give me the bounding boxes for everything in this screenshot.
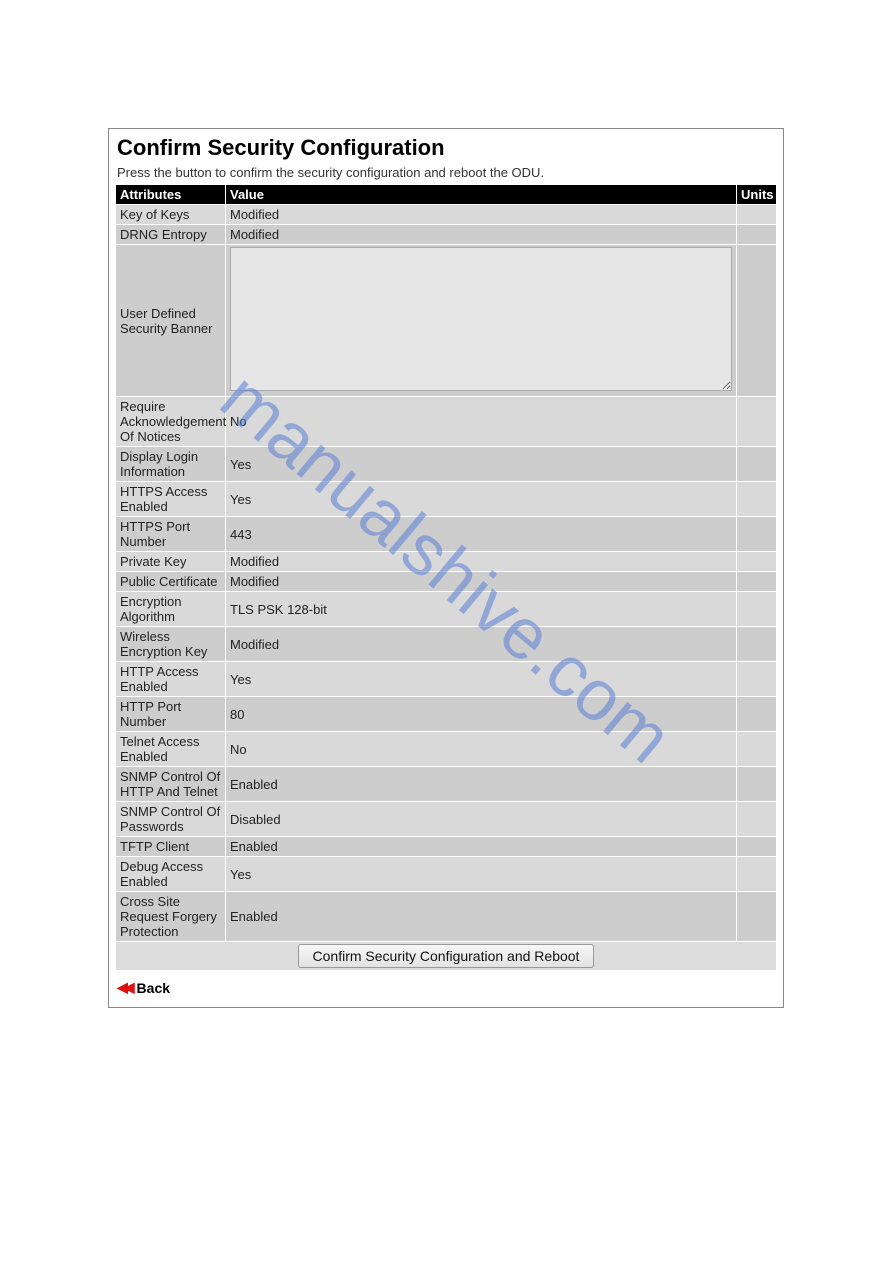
value-cell: Disabled [226,802,737,837]
value-cell: Enabled [226,892,737,942]
table-header-row: Attributes Value Units [116,185,777,205]
attr-cell: HTTPS Port Number [116,517,226,552]
page-title: Confirm Security Configuration [117,135,777,161]
units-cell [737,697,777,732]
attr-cell: Private Key [116,552,226,572]
units-cell [737,767,777,802]
table-row: HTTPS Port Number443 [116,517,777,552]
table-row: Require Acknowledgement Of NoticesNo [116,397,777,447]
value-cell: Yes [226,857,737,892]
security-banner-textarea[interactable] [230,247,732,391]
table-row: Display Login InformationYes [116,447,777,482]
table-row: SNMP Control Of HTTP And TelnetEnabled [116,767,777,802]
value-cell: Modified [226,572,737,592]
units-cell [737,517,777,552]
attr-cell: TFTP Client [116,837,226,857]
units-cell [737,552,777,572]
value-cell: TLS PSK 128-bit [226,592,737,627]
units-cell [737,837,777,857]
units-cell [737,205,777,225]
units-cell [737,892,777,942]
value-cell: No [226,732,737,767]
page-root: Confirm Security Configuration Press the… [0,0,893,1263]
attr-cell: Telnet Access Enabled [116,732,226,767]
table-row: Key of KeysModified [116,205,777,225]
table-row: SNMP Control Of PasswordsDisabled [116,802,777,837]
value-cell: Enabled [226,837,737,857]
back-link[interactable]: ◀◀ Back [117,979,170,996]
attr-cell: User Defined Security Banner [116,245,226,397]
table-row: Wireless Encryption KeyModified [116,627,777,662]
attr-cell: HTTP Access Enabled [116,662,226,697]
col-units: Units [737,185,777,205]
attr-cell: Debug Access Enabled [116,857,226,892]
table-row: Telnet Access EnabledNo [116,732,777,767]
config-table: Attributes Value Units Key of KeysModifi… [115,184,777,971]
value-cell: Yes [226,662,737,697]
attr-cell: Cross Site Request Forgery Protection [116,892,226,942]
units-cell [737,447,777,482]
value-cell: Modified [226,225,737,245]
col-attributes: Attributes [116,185,226,205]
table-row: HTTPS Access EnabledYes [116,482,777,517]
units-cell [737,482,777,517]
back-label: Back [137,980,170,996]
table-row: User Defined Security Banner [116,245,777,397]
units-cell [737,662,777,697]
units-cell [737,732,777,767]
table-row: DRNG EntropyModified [116,225,777,245]
attr-cell: Wireless Encryption Key [116,627,226,662]
value-cell: 80 [226,697,737,732]
table-row: Private KeyModified [116,552,777,572]
table-row: HTTP Access EnabledYes [116,662,777,697]
units-cell [737,857,777,892]
attr-cell: SNMP Control Of HTTP And Telnet [116,767,226,802]
value-cell: Modified [226,627,737,662]
table-row: Public CertificateModified [116,572,777,592]
value-cell: No [226,397,737,447]
back-arrows-icon: ◀◀ [117,979,131,996]
col-value: Value [226,185,737,205]
attr-cell: Key of Keys [116,205,226,225]
attr-cell: Encryption Algorithm [116,592,226,627]
value-cell: Enabled [226,767,737,802]
table-row: Encryption AlgorithmTLS PSK 128-bit [116,592,777,627]
confirm-row: Confirm Security Configuration and Reboo… [116,942,777,971]
attr-cell: HTTP Port Number [116,697,226,732]
table-row: TFTP ClientEnabled [116,837,777,857]
value-cell: Yes [226,482,737,517]
value-cell [226,245,737,397]
value-cell: Modified [226,552,737,572]
units-cell [737,627,777,662]
units-cell [737,572,777,592]
units-cell [737,397,777,447]
units-cell [737,225,777,245]
attr-cell: Public Certificate [116,572,226,592]
config-panel: Confirm Security Configuration Press the… [108,128,784,1008]
attr-cell: Display Login Information [116,447,226,482]
page-subtitle: Press the button to confirm the security… [117,165,777,180]
table-row: HTTP Port Number80 [116,697,777,732]
value-cell: Modified [226,205,737,225]
attr-cell: DRNG Entropy [116,225,226,245]
attr-cell: HTTPS Access Enabled [116,482,226,517]
attr-cell: SNMP Control Of Passwords [116,802,226,837]
units-cell [737,592,777,627]
table-row: Debug Access EnabledYes [116,857,777,892]
units-cell [737,802,777,837]
units-cell [737,245,777,397]
value-cell: 443 [226,517,737,552]
confirm-reboot-button[interactable]: Confirm Security Configuration and Reboo… [298,944,595,968]
value-cell: Yes [226,447,737,482]
table-row: Cross Site Request Forgery ProtectionEna… [116,892,777,942]
attr-cell: Require Acknowledgement Of Notices [116,397,226,447]
